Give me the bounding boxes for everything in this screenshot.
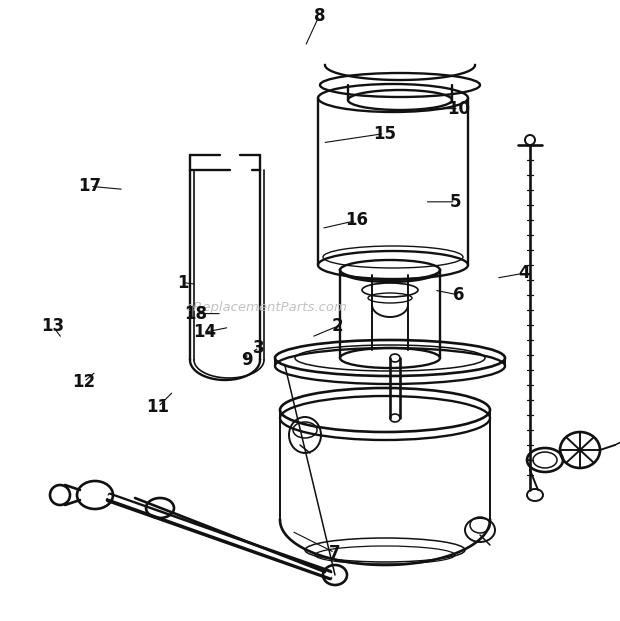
Text: 7: 7 <box>329 544 340 561</box>
Text: 3: 3 <box>254 339 265 356</box>
Text: 10: 10 <box>447 100 471 117</box>
Text: 12: 12 <box>72 373 95 391</box>
Text: 11: 11 <box>146 398 170 415</box>
Text: eReplacementParts.com: eReplacementParts.com <box>185 301 348 314</box>
Text: 18: 18 <box>184 305 207 322</box>
Text: 14: 14 <box>193 324 216 341</box>
Text: 6: 6 <box>453 286 464 304</box>
Text: 5: 5 <box>450 193 461 211</box>
Text: 16: 16 <box>345 212 368 229</box>
Text: 2: 2 <box>332 317 343 335</box>
Text: 9: 9 <box>241 351 252 369</box>
Text: 15: 15 <box>373 125 396 142</box>
Text: 17: 17 <box>78 178 102 195</box>
Text: 4: 4 <box>518 265 529 282</box>
Text: 1: 1 <box>177 274 188 291</box>
Text: 8: 8 <box>314 7 325 24</box>
Text: 13: 13 <box>41 317 64 335</box>
